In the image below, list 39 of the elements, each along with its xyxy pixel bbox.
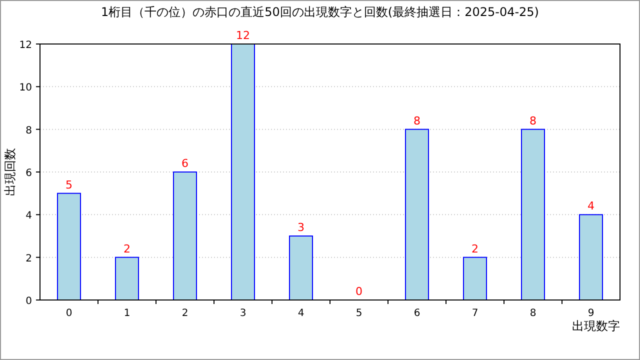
bar bbox=[289, 236, 313, 300]
y-tick-label: 8 bbox=[26, 125, 32, 136]
data-label: 5 bbox=[66, 178, 72, 192]
x-tick-label: 1 bbox=[124, 308, 130, 319]
data-label: 8 bbox=[530, 114, 536, 128]
chart-title: 1桁目（千の位）の赤口の直近50回の出現数字と回数(最終抽選日：2025-04-25) bbox=[100, 5, 540, 19]
x-tick-label: 9 bbox=[588, 308, 594, 319]
y-tick-label: 6 bbox=[26, 168, 32, 179]
x-tick-label: 5 bbox=[356, 308, 362, 319]
data-label: 2 bbox=[472, 242, 478, 256]
data-label: 8 bbox=[414, 114, 420, 128]
x-tick-label: 2 bbox=[182, 308, 188, 319]
bar bbox=[463, 256, 487, 300]
y-tick-label: 10 bbox=[19, 82, 32, 94]
data-label: 6 bbox=[182, 157, 188, 170]
bar bbox=[405, 128, 429, 300]
bar bbox=[521, 128, 545, 300]
data-label: 12 bbox=[236, 29, 250, 42]
y-tick-label: 2 bbox=[26, 253, 32, 264]
bar bbox=[173, 172, 197, 300]
x-tick-label: 4 bbox=[298, 308, 304, 319]
bar bbox=[57, 192, 81, 300]
x-tick-label: 3 bbox=[240, 308, 246, 319]
bar bbox=[115, 256, 139, 300]
x-tick-label: 0 bbox=[66, 308, 72, 319]
y-tick-label: 0 bbox=[26, 296, 32, 307]
data-label: 4 bbox=[588, 200, 594, 213]
x-tick-label: 7 bbox=[472, 308, 478, 319]
y-tick-label: 12 bbox=[19, 40, 32, 51]
data-label: 2 bbox=[124, 242, 130, 256]
data-label: 3 bbox=[298, 221, 304, 234]
y-tick-label: 4 bbox=[26, 210, 32, 222]
bar bbox=[579, 214, 603, 300]
x-tick-label: 8 bbox=[530, 308, 536, 319]
data-label: 0 bbox=[356, 285, 362, 298]
y-axis-title: 出現回数 bbox=[3, 148, 17, 196]
x-tick-label: 6 bbox=[414, 308, 420, 319]
x-axis-title: 出現数字 bbox=[572, 319, 620, 333]
bar bbox=[231, 44, 255, 300]
